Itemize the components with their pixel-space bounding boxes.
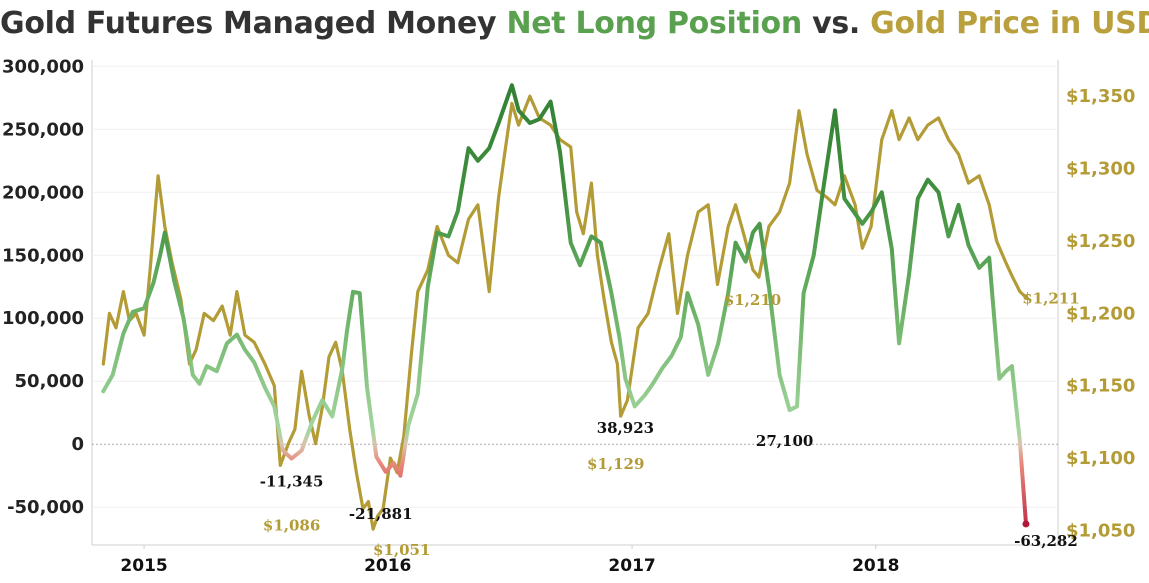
left-axis-ticks: -50,000 0 50,000 100,000 150,000 200,000 250,0…	[2, 56, 84, 518]
net-long-series	[101, 83, 1030, 528]
left-tick-label: 100,000	[2, 308, 84, 329]
x-tick-label: 2018	[852, 556, 899, 576]
right-tick-label: $1,150	[1066, 376, 1135, 397]
title-part-gold-price: Gold Price in USD	[870, 6, 1149, 41]
chart-title: Gold Futures Managed Money Net Long Posi…	[0, 6, 1149, 41]
net-long-line	[101, 83, 1028, 526]
left-tick-label: 50,000	[15, 371, 84, 392]
left-tick-label: 200,000	[2, 182, 84, 203]
gridlines	[92, 65, 1058, 508]
title-part-main: Gold Futures Managed Money	[0, 6, 507, 41]
x-tick-label: 2016	[364, 556, 411, 576]
annotation-price-2015: $1,086	[263, 516, 320, 534]
annotation-price-2016: $1,051	[373, 541, 430, 559]
net-long-end-marker	[1022, 520, 1030, 528]
left-tick-label: 0	[71, 434, 84, 455]
annotation-price-2017: $1,129	[587, 455, 644, 473]
gold-price-end-marker	[1023, 294, 1029, 300]
right-tick-label: $1,350	[1066, 86, 1135, 107]
right-tick-label: $1,200	[1066, 303, 1135, 324]
left-tick-label: 150,000	[2, 245, 84, 266]
right-tick-label: $1,300	[1066, 159, 1135, 180]
right-tick-label: $1,250	[1066, 231, 1135, 252]
plot-frame	[91, 60, 1059, 546]
title-part-vs: vs.	[801, 6, 871, 41]
left-tick-label: -50,000	[7, 497, 84, 518]
left-tick-label: 300,000	[2, 56, 84, 77]
annotation-pos-2017: 38,923	[597, 419, 654, 437]
annotation-price-2017b: $1,210	[724, 291, 781, 309]
annotations: -11,345 $1,086 -21,881 $1,051 38,923 $1,129 27…	[260, 289, 1080, 559]
x-tick-label: 2015	[120, 556, 167, 576]
annotation-pos-2015: -11,345	[260, 473, 324, 491]
x-tick-label: 2017	[608, 556, 655, 576]
right-axis-ticks: $1,050 $1,100 $1,150 $1,200 $1,250 $1,300 $1,3…	[1066, 86, 1135, 541]
right-tick-label: $1,050	[1066, 521, 1135, 542]
gold-price-line	[101, 94, 1028, 531]
annotation-pos-2016: -21,881	[349, 505, 413, 523]
right-tick-label: $1,100	[1066, 448, 1135, 469]
annotation-price-2018: $1,211	[1022, 289, 1079, 307]
left-tick-label: 250,000	[2, 119, 84, 140]
x-axis-ticks: 2015 2016 2017 2018	[120, 545, 899, 576]
title-part-net-long: Net Long Position	[506, 6, 802, 41]
annotation-pos-2017b: 27,100	[756, 432, 813, 450]
annotation-pos-2018: -63,282	[1014, 532, 1078, 550]
gold-price-series	[101, 94, 1029, 531]
